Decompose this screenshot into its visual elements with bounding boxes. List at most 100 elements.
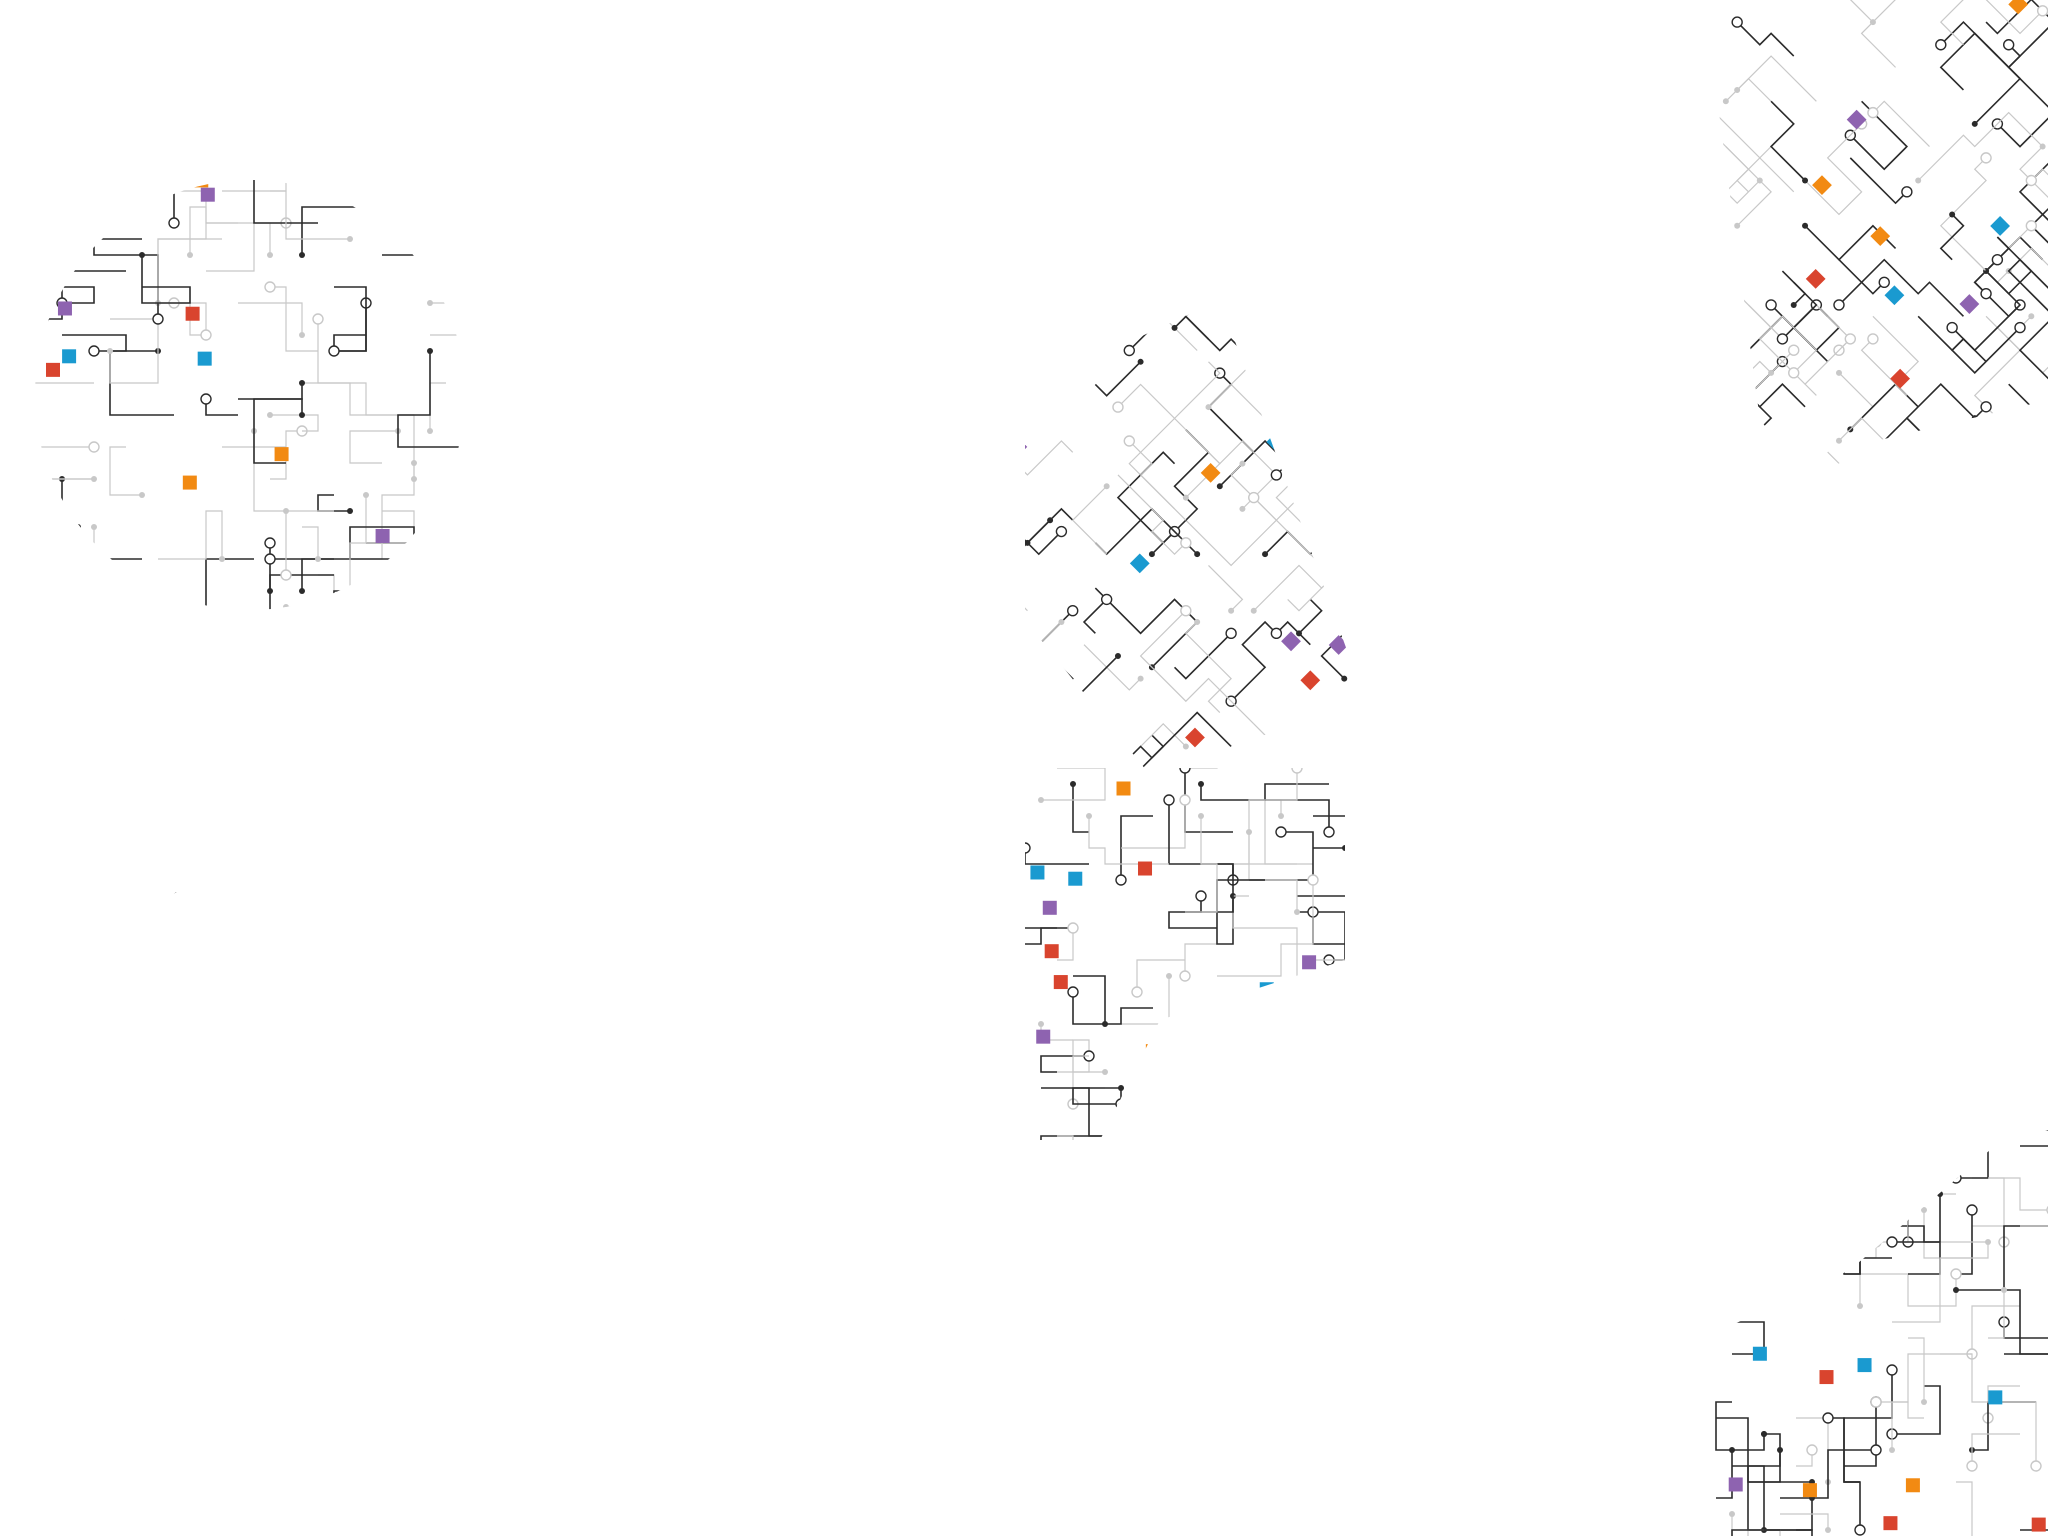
accent-chip (1266, 432, 1287, 452)
circuit-node (1397, 459, 1405, 467)
circuit-trace (1025, 896, 1057, 929)
circuit-node-ring (1349, 390, 1362, 402)
circuit-node (1949, 211, 1956, 218)
circuit-trace (1713, 451, 1784, 480)
circuit-node (1001, 448, 1009, 456)
circuit-node-ring (168, 217, 180, 229)
circuit-node (283, 604, 289, 610)
circuit-node (1397, 595, 1405, 603)
circuit-node (1118, 1165, 1124, 1171)
circuit-trace (302, 382, 415, 479)
circuit-trace (1025, 440, 1074, 476)
circuit-node (1793, 1207, 1799, 1213)
circuit-node (2028, 313, 2035, 320)
circuit-node (107, 348, 113, 354)
circuit-grid (1700, 1130, 2048, 1536)
circuit-trace (1849, 100, 1909, 171)
circuit-trace (1120, 1087, 1217, 1140)
circuit-node-ring (1338, 446, 1350, 459)
circuit-node (1194, 619, 1201, 626)
circuit-node (1722, 98, 1729, 105)
circuit-node (1239, 460, 1246, 467)
circuit-grid (1025, 768, 1345, 1205)
accent-chip (1752, 1346, 1767, 1361)
circuit-node (1070, 781, 1076, 787)
circuit-node (1985, 1239, 1991, 1245)
arc-tick (179, 1284, 189, 1296)
circuit-node (1038, 797, 1044, 803)
circuit-node (267, 412, 273, 418)
accent-chip (91, 1119, 111, 1140)
circuit-trace (1025, 519, 1062, 556)
circuit-node (1835, 437, 1842, 444)
arc-trace (146, 921, 264, 1346)
circuit-trace (1151, 300, 1232, 351)
circuit-node-ring (1360, 287, 1374, 301)
circuit-trace (382, 207, 431, 256)
circuit-node (427, 300, 433, 306)
circuit-node (1419, 414, 1427, 422)
circuit-node (1597, 131, 1605, 139)
circuit-trace (238, 383, 303, 400)
accent-chip (1762, 1273, 1777, 1288)
accent-chip (1779, 1267, 1794, 1282)
circuit-node (1278, 813, 1284, 819)
circuit-trace (1088, 816, 1169, 865)
circuit-node-ring (1901, 186, 1913, 198)
circuit-node (1761, 1223, 1767, 1229)
circuit-trace (1996, 111, 2048, 159)
circuit-trace (1321, 406, 1365, 431)
accent-chip (1819, 1370, 1834, 1385)
arc-tick (122, 1116, 135, 1120)
circuit-node-ring (1980, 287, 1992, 300)
circuit-trace (1025, 655, 1062, 748)
arc-tick (213, 1339, 221, 1352)
circuit-node (1397, 550, 1405, 558)
arc-trace (161, 933, 287, 1297)
arc-tick (281, 1012, 286, 1025)
accent-chip (1036, 1029, 1051, 1044)
accent-chip (1138, 861, 1153, 876)
circuit-trace (1253, 723, 1323, 775)
accent-chip (1728, 1477, 1743, 1492)
circuit-trace (1838, 259, 1885, 295)
arc-trace (209, 980, 300, 1286)
circuit-trace (1782, 520, 1850, 588)
bottom-right-circuit (1700, 1130, 2048, 1536)
arc-tick (87, 1225, 100, 1233)
circuit-node-ring (2025, 220, 2038, 232)
circuit-node (967, 754, 975, 762)
circuit-trace (1153, 1103, 1250, 1137)
circuit-node-ring (1758, 1268, 1770, 1280)
circuit-node-ring (1132, 1195, 1142, 1205)
circuit-trace (1184, 1103, 1249, 1136)
circuit-node (1035, 732, 1042, 739)
circuit-node-ring (1765, 299, 1777, 311)
circuit-trace (1781, 270, 1818, 340)
circuit-trace (1136, 959, 1185, 992)
circuit-trace (1121, 976, 1170, 1025)
accent-chip (1281, 631, 1301, 652)
circuit-node-ring (1854, 1524, 1866, 1536)
circuit-node-ring (1870, 1396, 1882, 1408)
circuit-trace (1281, 1023, 1345, 1104)
circuit-trace (1025, 734, 1085, 775)
accent-chip (254, 982, 275, 1003)
circuit-trace (1892, 1242, 1989, 1323)
circuit-grid (1597, 0, 2048, 588)
circuit-trace (1923, 1210, 2004, 1259)
circuit-trace (1230, 620, 1277, 702)
circuit-node-ring (1708, 242, 1721, 255)
arc-tick (227, 1331, 234, 1344)
accent-chip (1732, 1173, 1747, 1188)
accent-chip (1857, 1358, 1872, 1373)
circuit-node-ring (329, 618, 339, 628)
circuit-node (1194, 551, 1201, 558)
circuit-node (921, 573, 929, 581)
circuit-node (299, 588, 305, 594)
accent-chip (47, 499, 62, 514)
circuit-trace (1704, 315, 1739, 362)
circuit-node (1915, 177, 1922, 184)
circuit-node (283, 508, 289, 514)
circuit-node-ring (1180, 537, 1192, 549)
